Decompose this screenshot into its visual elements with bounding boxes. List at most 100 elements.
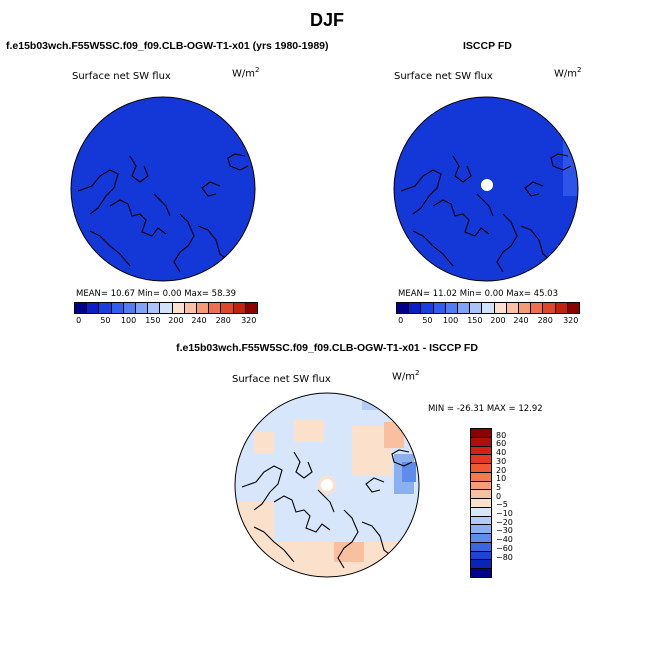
- colorbar-left: [74, 302, 258, 314]
- pole-missing-data: [321, 479, 333, 491]
- polar-map-obs: [393, 96, 579, 282]
- colorbar-tick-label: 60: [496, 439, 507, 449]
- diff-case-title: f.e15b03wch.F55W5SC.f09_f09.CLB-OGW-T1-x…: [176, 342, 478, 354]
- pole-missing-data: [481, 179, 493, 191]
- coastlines: [77, 153, 249, 273]
- colorbar-tick-label: 280: [215, 316, 231, 325]
- colorbar-swatch: [531, 303, 544, 313]
- colorbar-tick-label: 100: [442, 316, 459, 325]
- colorbar-swatch: [482, 303, 495, 313]
- colorbar-swatch: [471, 481, 491, 491]
- colorbar-swatch: [555, 303, 568, 313]
- colorbar-swatch: [111, 303, 124, 313]
- colorbar-swatch: [471, 490, 491, 500]
- colorbar-swatch: [123, 303, 137, 313]
- colorbar-tick-label: 10: [496, 474, 507, 484]
- colorbar-tick-label: 0: [496, 491, 502, 501]
- colorbar-swatch: [245, 303, 258, 313]
- colorbar-tick-label: 0: [76, 316, 82, 325]
- map-border: [70, 96, 256, 282]
- colorbar-swatch: [471, 499, 491, 508]
- field-title-left: Surface net SW flux: [72, 71, 171, 82]
- colorbar-tick-label: −80: [496, 552, 513, 562]
- colorbar-swatch: [148, 303, 161, 313]
- colorbar-swatch: [471, 446, 491, 456]
- diff-minmax: MIN = -26.31 MAX = 12.92: [428, 404, 543, 414]
- colorbar-swatch: [184, 303, 198, 313]
- colorbar-swatch: [471, 542, 491, 552]
- colorbar-tick-label: −60: [496, 543, 513, 553]
- colorbar-tick-label: 80: [496, 430, 507, 440]
- obs-case-title: ISCCP FD: [463, 40, 512, 52]
- polar-map-model: [70, 96, 256, 282]
- colorbar-swatch: [471, 569, 491, 578]
- colorbar-swatch: [172, 303, 185, 313]
- colorbar-tick-label: 100: [120, 316, 137, 325]
- colorbar-labels-left: 0 50 100 150 200 240 280 320: [74, 316, 256, 328]
- colorbar-swatch: [209, 303, 222, 313]
- colorbar-swatch: [87, 303, 100, 313]
- map-border: [393, 96, 579, 282]
- colorbar-tick-label: 150: [467, 316, 483, 325]
- colorbar-swatch: [471, 507, 491, 517]
- coastlines: [400, 153, 572, 273]
- model-case-title: f.e15b03wch.F55W5SC.f09_f09.CLB-OGW-T1-x…: [6, 40, 329, 52]
- colorbar-swatch: [471, 516, 491, 526]
- colorbar-tick-label: 0: [398, 316, 404, 325]
- colorbar-tick-label: −20: [496, 517, 513, 527]
- colorbar-tick-label: 200: [490, 316, 506, 325]
- field-title-right: Surface net SW flux: [394, 71, 493, 82]
- colorbar-tick-label: 20: [496, 465, 507, 475]
- colorbar-tick-label: 200: [168, 316, 184, 325]
- colorbar-swatch: [409, 303, 422, 313]
- colorbar-swatch: [470, 303, 483, 313]
- colorbar-swatch: [99, 303, 112, 313]
- units-right: W/m2: [554, 66, 582, 80]
- colorbar-diff: [470, 428, 492, 578]
- colorbar-swatch: [471, 551, 491, 561]
- colorbar-swatch: [458, 303, 471, 313]
- colorbar-swatch: [136, 303, 149, 313]
- colorbar-swatch: [445, 303, 459, 313]
- colorbar-tick-label: −30: [496, 526, 513, 536]
- colorbar-swatch: [397, 303, 410, 313]
- colorbar-swatch: [543, 303, 556, 313]
- page-title: DJF: [309, 10, 344, 30]
- colorbar-swatch: [221, 303, 234, 313]
- colorbar-swatch: [421, 303, 434, 313]
- colorbar-tick-label: 40: [496, 448, 507, 458]
- map-border: [234, 392, 420, 578]
- colorbar-tick-label: 240: [513, 316, 529, 325]
- stats-right: MEAN= 11.02 Min= 0.00 Max= 45.03: [398, 289, 559, 299]
- colorbar-swatch: [567, 303, 580, 313]
- colorbar-tick-label: 50: [422, 316, 433, 325]
- colorbar-swatch: [471, 560, 491, 570]
- colorbar-swatch: [471, 534, 491, 543]
- polar-map-difference: [234, 392, 420, 578]
- colorbar-swatch: [471, 464, 491, 473]
- colorbar-tick-label: 150: [145, 316, 161, 325]
- colorbar-swatch: [197, 303, 210, 313]
- units-left: W/m2: [232, 66, 260, 80]
- colorbar-swatch: [471, 437, 491, 447]
- field-title-diff: Surface net SW flux: [232, 374, 331, 385]
- colorbar-swatch: [233, 303, 246, 313]
- colorbar-swatch: [471, 472, 491, 482]
- colorbar-swatch: [506, 303, 520, 313]
- colorbar-swatch: [471, 525, 491, 535]
- colorbar-swatch: [433, 303, 446, 313]
- colorbar-swatch: [471, 455, 491, 465]
- colorbar-swatch: [75, 303, 88, 313]
- colorbar-swatch: [471, 429, 491, 438]
- colorbar-tick-label: 280: [537, 316, 553, 325]
- colorbar-swatch: [519, 303, 532, 313]
- colorbar-tick-label: 30: [496, 456, 507, 466]
- coastlines: [241, 449, 413, 569]
- colorbar-tick-label: −5: [496, 500, 508, 510]
- units-diff: W/m2: [392, 369, 420, 383]
- colorbar-tick-label: 240: [191, 316, 207, 325]
- colorbar-right: [396, 302, 580, 314]
- colorbar-tick-label: −10: [496, 509, 513, 519]
- colorbar-tick-label: 320: [563, 316, 579, 325]
- map-fill: [71, 97, 255, 281]
